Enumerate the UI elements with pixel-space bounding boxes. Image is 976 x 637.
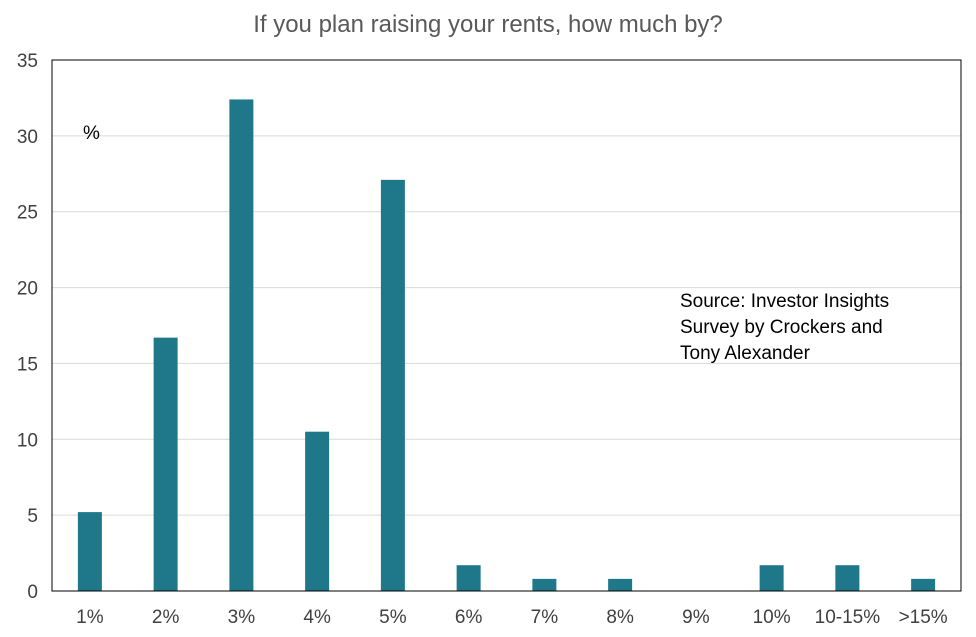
x-tick-label: 3% <box>228 607 256 628</box>
source-note-line: Source: Investor Insights <box>680 291 889 312</box>
x-tick-label: 8% <box>606 607 634 628</box>
y-tick-label: 0 <box>27 582 38 603</box>
x-tick-label: 9% <box>682 607 710 628</box>
bar <box>456 565 481 591</box>
y-tick-label: 30 <box>17 127 38 148</box>
source-note: Source: Investor Insights Survey by Croc… <box>680 291 894 364</box>
source-note-line: Survey by Crockers and <box>680 317 883 338</box>
x-tick-label: 10% <box>753 607 791 628</box>
x-tick-label: 5% <box>379 607 407 628</box>
plot-frame <box>51 59 962 592</box>
unit-label: % <box>83 123 100 144</box>
x-tick-label: 6% <box>455 607 483 628</box>
bar <box>380 179 405 591</box>
y-tick-label: 15 <box>17 354 38 375</box>
bar <box>229 99 254 592</box>
bars <box>77 99 936 592</box>
y-axis-ticks: 0 5 10 15 20 25 30 35 <box>17 51 38 603</box>
y-tick-label: 5 <box>27 506 38 527</box>
bar <box>759 565 784 591</box>
source-note-line: Tony Alexander <box>680 343 811 364</box>
y-tick-label: 10 <box>17 430 38 451</box>
x-tick-label: 10-15% <box>815 607 881 628</box>
bar <box>153 337 178 591</box>
bar <box>532 578 557 591</box>
gridlines <box>52 135 961 516</box>
bar <box>77 512 102 591</box>
bar <box>835 565 860 591</box>
x-tick-label: 4% <box>303 607 331 628</box>
y-tick-label: 25 <box>17 203 38 224</box>
x-tick-label: 7% <box>531 607 559 628</box>
bar <box>608 578 633 591</box>
x-tick-label: 1% <box>76 607 104 628</box>
y-tick-label: 20 <box>17 279 38 300</box>
x-axis-ticks: 1% 2% 3% 4% 5% 6% 7% 8% 9% 10% 10-15% >15% <box>76 607 948 628</box>
x-tick-label: 2% <box>152 607 180 628</box>
y-tick-label: 35 <box>17 51 38 72</box>
x-tick-label: >15% <box>899 607 948 628</box>
chart-title: If you plan raising your rents, how much… <box>253 11 723 38</box>
bar <box>911 578 936 591</box>
bar <box>305 431 330 591</box>
